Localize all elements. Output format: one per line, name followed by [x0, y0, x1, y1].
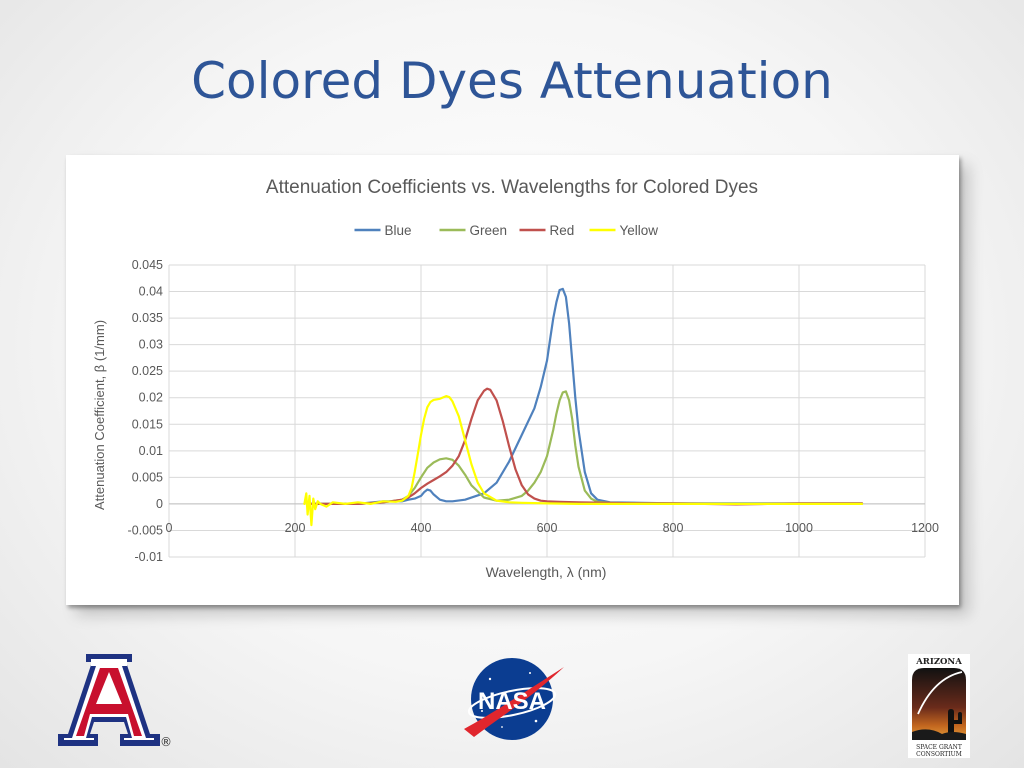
asgc-bottom-line-2: CONSORTIUM	[916, 751, 962, 758]
x-tick-label: 800	[663, 521, 684, 535]
x-tick-label: 600	[537, 521, 558, 535]
y-tick-label: 0.035	[132, 311, 163, 325]
y-tick-label: 0.03	[139, 338, 163, 352]
chart-panel: Attenuation Coefficients vs. Wavelengths…	[66, 155, 959, 605]
legend-label-yellow: Yellow	[620, 223, 659, 238]
slide-title: Colored Dyes Attenuation	[191, 52, 833, 110]
x-tick-label: 0	[166, 521, 173, 535]
y-tick-label: 0.02	[139, 391, 163, 405]
legend-label-red: Red	[550, 223, 575, 238]
nasa-logo-text: NASA	[478, 688, 546, 715]
y-tick-label: 0.04	[139, 285, 163, 299]
chart: Attenuation Coefficients vs. Wavelengths…	[92, 177, 939, 580]
asgc-top-text: ARIZONA	[915, 657, 962, 667]
x-axis-label: Wavelength, λ (nm)	[486, 564, 607, 580]
plot-area: 0.045 0.04 0.035 0.03 0.025 0.02 0.015 0.01 0.00…	[128, 258, 939, 564]
y-tick-label: 0.025	[132, 364, 163, 378]
nasa-logo: NASA	[460, 655, 568, 748]
legend-label-blue: Blue	[385, 223, 412, 238]
y-tick-label: 0	[156, 497, 163, 511]
university-of-arizona-logo: ®	[56, 652, 176, 755]
y-tick-label: -0.01	[135, 550, 164, 564]
registered-mark: ®	[160, 735, 172, 749]
y-axis-label: Attenuation Coefficient, β (1/mm)	[92, 320, 107, 510]
x-tick-label: 400	[411, 521, 432, 535]
asgc-bottom-line-1: SPACE GRANT	[916, 744, 962, 751]
legend-label-green: Green	[470, 223, 508, 238]
x-tick-label: 1000	[785, 521, 813, 535]
x-tick-label: 1200	[911, 521, 939, 535]
chart-legend: Blue Green Red Yellow	[354, 223, 659, 238]
y-tick-label: 0.01	[139, 444, 163, 458]
y-tick-label: 0.045	[132, 258, 163, 272]
series-line-yellow	[303, 395, 864, 527]
chart-title: Attenuation Coefficients vs. Wavelengths…	[266, 177, 758, 198]
y-tick-label: 0.005	[132, 470, 163, 484]
arizona-space-grant-logo: ARIZONA SPACE GRANT CONSORTIUM	[908, 654, 970, 763]
y-tick-label: -0.005	[128, 523, 163, 537]
y-tick-label: 0.015	[132, 417, 163, 431]
series-line-blue	[306, 287, 864, 505]
series-line-green	[306, 390, 864, 505]
x-tick-label: 200	[285, 521, 306, 535]
